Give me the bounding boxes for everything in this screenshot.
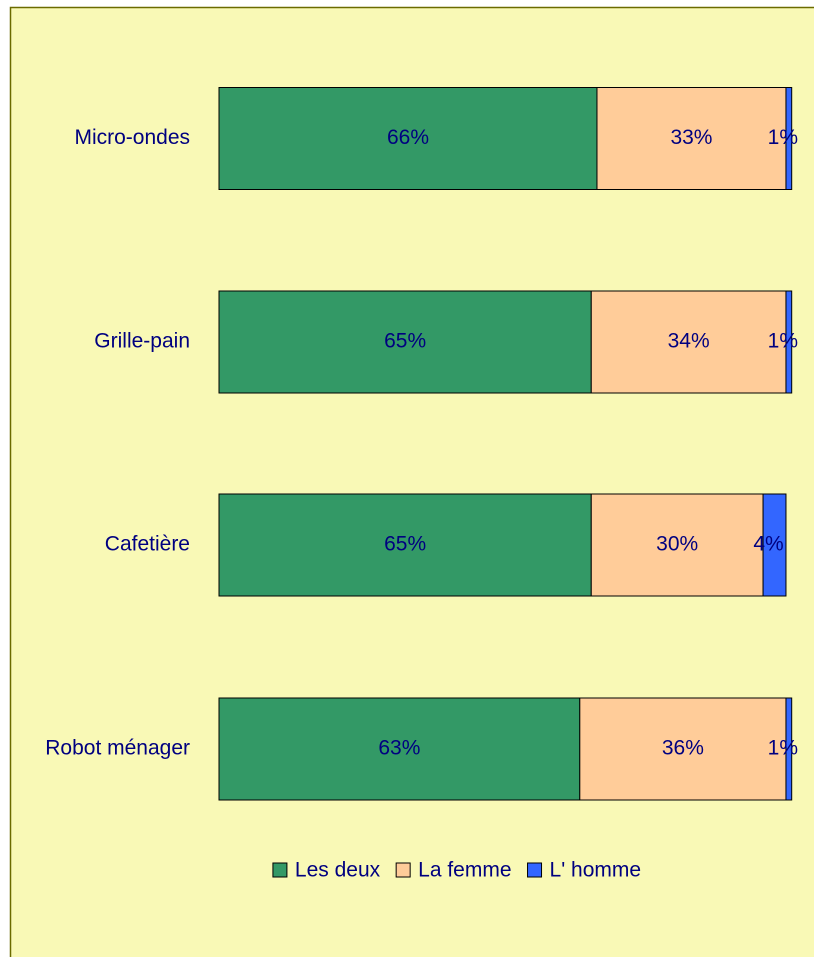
bar-segment <box>218 87 598 190</box>
bar-segment <box>218 697 581 801</box>
legend-label: L' homme <box>550 859 642 882</box>
data-label: 36% <box>662 737 704 760</box>
data-label: 63% <box>378 737 420 760</box>
y-tick-label: Micro-ondes <box>74 126 190 149</box>
bar-segment <box>579 697 787 801</box>
data-label: 1% <box>768 737 798 760</box>
data-label: 1% <box>768 330 798 353</box>
data-label: 34% <box>668 330 710 353</box>
legend-label: Les deux <box>295 859 381 882</box>
bar-segment <box>590 493 764 597</box>
legend-label: La femme <box>418 859 511 882</box>
data-label: 66% <box>387 126 429 149</box>
y-tick-label: Robot ménager <box>45 737 190 760</box>
data-label: 4% <box>753 533 783 556</box>
bar-segment <box>596 87 787 190</box>
bar-segment <box>785 290 793 394</box>
y-tick-label: Cafetière <box>105 533 190 556</box>
legend-swatch <box>395 862 411 878</box>
data-label: 65% <box>384 330 426 353</box>
legend-swatch <box>272 862 288 878</box>
data-label: 33% <box>670 126 712 149</box>
data-label: 1% <box>768 126 798 149</box>
y-tick-label: Grille-pain <box>94 330 190 353</box>
bar-segment <box>785 87 793 190</box>
bar-segment <box>785 697 793 801</box>
legend-swatch <box>527 862 543 878</box>
data-label: 30% <box>656 533 698 556</box>
bar-segment <box>762 493 787 597</box>
data-label: 65% <box>384 533 426 556</box>
bar-segment <box>218 493 592 597</box>
